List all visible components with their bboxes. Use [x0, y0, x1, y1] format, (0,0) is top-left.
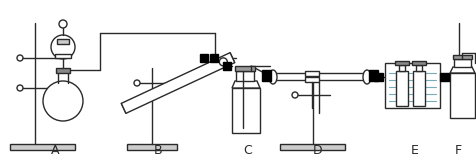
Text: C: C — [244, 144, 252, 157]
Bar — [450, 73, 475, 118]
Bar — [235, 66, 255, 71]
Bar — [387, 68, 438, 106]
Circle shape — [43, 81, 83, 121]
Bar — [262, 70, 271, 81]
Bar — [454, 59, 471, 67]
Bar — [395, 61, 409, 65]
Polygon shape — [121, 53, 235, 113]
Bar — [413, 71, 425, 106]
Text: E: E — [411, 144, 419, 157]
Circle shape — [17, 55, 23, 61]
Ellipse shape — [269, 70, 277, 84]
Circle shape — [17, 85, 23, 91]
Polygon shape — [450, 67, 475, 73]
Polygon shape — [232, 81, 260, 88]
Circle shape — [59, 20, 67, 28]
Bar — [55, 54, 71, 58]
Bar — [223, 62, 231, 70]
Text: D: D — [313, 144, 323, 157]
Bar — [305, 71, 319, 76]
Bar — [369, 70, 378, 81]
Bar — [236, 71, 254, 81]
Bar — [200, 54, 208, 62]
Bar — [453, 55, 472, 59]
Bar — [399, 65, 405, 71]
Bar — [374, 73, 383, 81]
Text: A: A — [51, 144, 59, 157]
Text: F: F — [455, 144, 462, 157]
Ellipse shape — [363, 70, 371, 84]
Text: B: B — [154, 144, 162, 157]
Bar — [57, 39, 69, 44]
Circle shape — [292, 92, 298, 98]
Bar — [385, 63, 440, 108]
Bar — [127, 144, 177, 150]
Bar — [56, 68, 70, 73]
Bar — [280, 144, 345, 150]
Bar — [440, 73, 449, 81]
Circle shape — [219, 58, 228, 66]
Bar — [412, 61, 426, 65]
Bar — [10, 144, 75, 150]
Bar — [396, 71, 408, 106]
Bar — [232, 88, 260, 133]
Bar — [305, 77, 319, 82]
Bar — [210, 54, 218, 62]
Circle shape — [134, 80, 140, 86]
Circle shape — [51, 35, 75, 59]
Bar — [416, 65, 422, 71]
